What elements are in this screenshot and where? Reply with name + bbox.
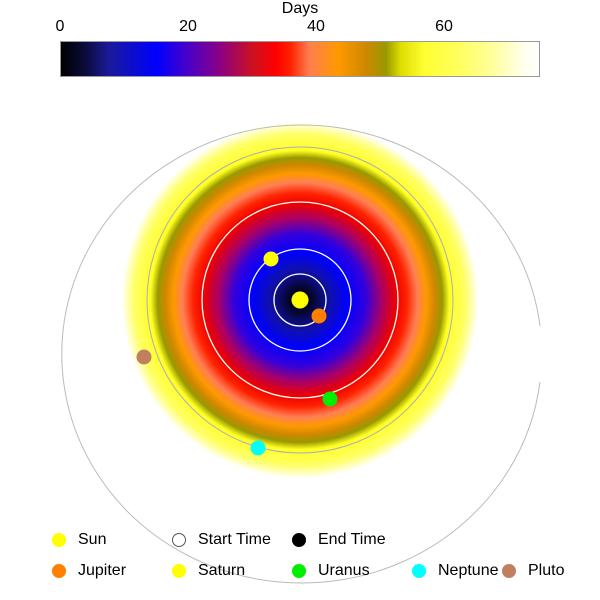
legend-jupiter: Jupiter (52, 561, 126, 581)
colorbar-tick-label: 60 (435, 18, 453, 35)
legend-label: Pluto (528, 562, 565, 579)
legend-start-time: Start Time (172, 530, 271, 550)
pluto-marker (136, 349, 152, 365)
end-time-icon (292, 533, 306, 547)
sun-icon (52, 533, 66, 547)
colorbar-tick-label: 0 (55, 18, 65, 35)
jupiter-icon (52, 564, 66, 578)
start-time-icon (172, 533, 186, 547)
neptune-icon (412, 564, 426, 578)
orbit-uranus (201, 201, 399, 399)
legend-label: End Time (318, 531, 386, 548)
colorbar-title: Days (281, 0, 319, 17)
legend-label: Sun (78, 531, 107, 548)
legend-label: Saturn (198, 562, 246, 579)
legend-uranus: Uranus (292, 561, 370, 581)
uranus-marker (322, 391, 338, 407)
legend-end-time: End Time (292, 530, 386, 550)
legend-label: Start Time (198, 531, 271, 548)
orbit-pluto (61, 124, 541, 584)
saturn-marker (263, 251, 279, 267)
colorbar-tick-label: 20 (179, 18, 197, 35)
orbit-saturn (248, 248, 352, 352)
sun-marker (291, 291, 309, 309)
legend-label: Jupiter (78, 562, 127, 579)
legend-neptune: Neptune (412, 561, 499, 581)
jupiter-marker (311, 308, 327, 324)
pluto-icon (502, 564, 516, 578)
saturn-icon (172, 564, 186, 578)
colorbar (60, 41, 540, 77)
legend-pluto: Pluto (502, 561, 564, 581)
legend-saturn: Saturn (172, 561, 245, 581)
legend-label: Neptune (438, 562, 499, 579)
uranus-icon (292, 564, 306, 578)
neptune-marker (250, 440, 266, 456)
colorbar-tick-label: 40 (307, 18, 325, 35)
legend-sun: Sun (52, 530, 106, 550)
orbit-neptune (146, 146, 454, 454)
legend-label: Uranus (318, 562, 370, 579)
orbit-jupiter (273, 273, 327, 327)
